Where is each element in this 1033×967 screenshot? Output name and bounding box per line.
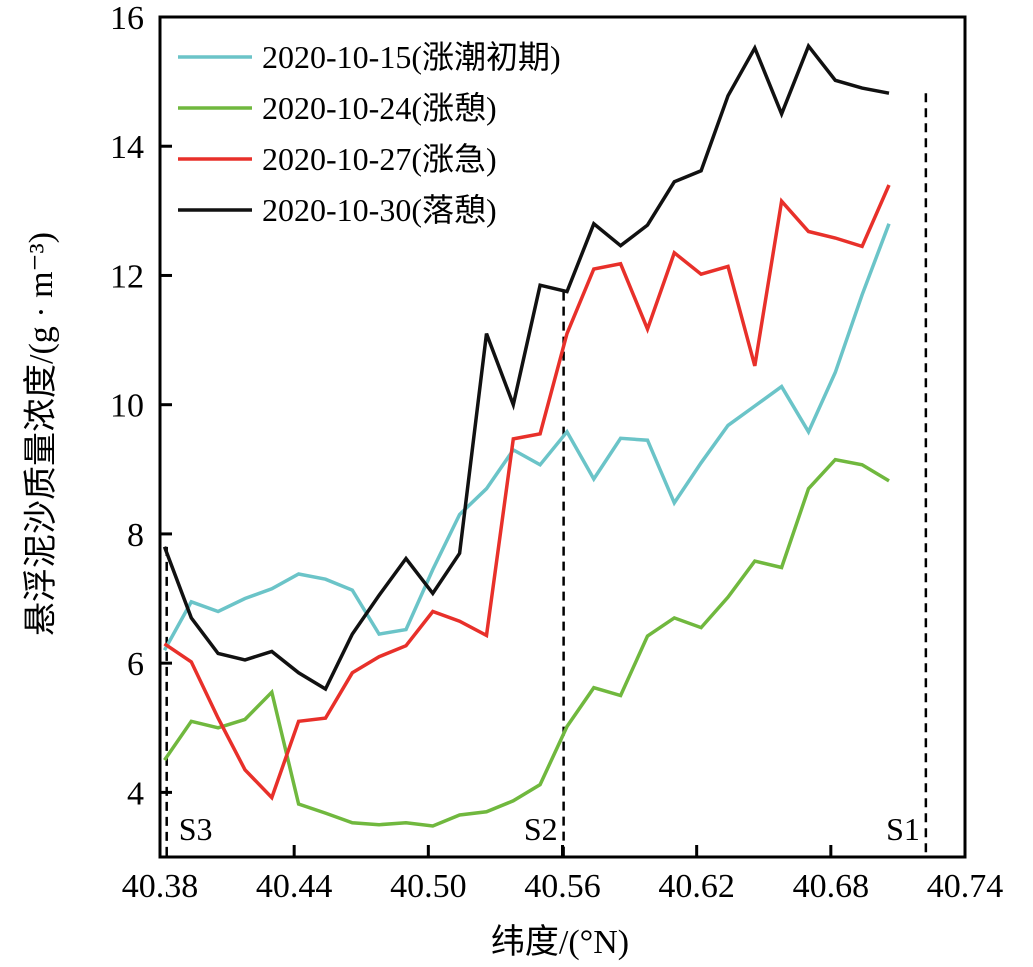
legend-label-3: 2020-10-30(落憩) [262, 192, 497, 228]
station-label-s2: S2 [524, 811, 558, 847]
y-axis-title: 悬浮泥沙质量浓度/(g · m⁻³) [22, 232, 60, 636]
legend-label-2: 2020-10-27(涨急) [262, 141, 497, 177]
y-tick-label: 10 [110, 388, 144, 425]
x-tick-label: 40.50 [390, 868, 467, 905]
x-tick-label: 40.56 [524, 868, 601, 905]
station-lines [165, 93, 928, 857]
x-tick-label: 40.62 [658, 868, 735, 905]
legend: 2020-10-15(涨潮初期) 2020-10-24(涨憩) 2020-10-27… [178, 39, 561, 228]
y-tick-label: 8 [127, 517, 144, 554]
x-tick-label: 40.74 [927, 868, 1004, 905]
y-tick-label: 12 [110, 258, 144, 295]
legend-label-1: 2020-10-24(涨憩) [262, 90, 497, 126]
series-line-2 [163, 184, 891, 801]
y-tick-label: 14 [110, 129, 144, 166]
series-line-0 [162, 223, 891, 652]
axis-ticks: 40.38 40.44 40.50 40.56 40.62 40.68 40.74 4 6 8 10… [110, 0, 1003, 905]
series-lines [162, 42, 891, 828]
station-label-s3: S3 [179, 811, 213, 847]
station-labels: S3 S2 S1 [179, 811, 920, 847]
x-tick-label: 40.44 [256, 868, 333, 905]
series-line-1 [163, 457, 890, 828]
x-axis-title: 纬度/(°N) [491, 923, 629, 961]
y-tick-label: 6 [127, 646, 144, 683]
x-tick-label: 40.68 [793, 868, 870, 905]
x-tick-label: 40.38 [122, 868, 199, 905]
legend-label-0: 2020-10-15(涨潮初期) [262, 39, 561, 75]
y-tick-label: 16 [110, 0, 144, 37]
y-tick-label: 4 [127, 775, 144, 812]
series-line-3 [162, 42, 890, 692]
station-label-s1: S1 [886, 811, 920, 847]
